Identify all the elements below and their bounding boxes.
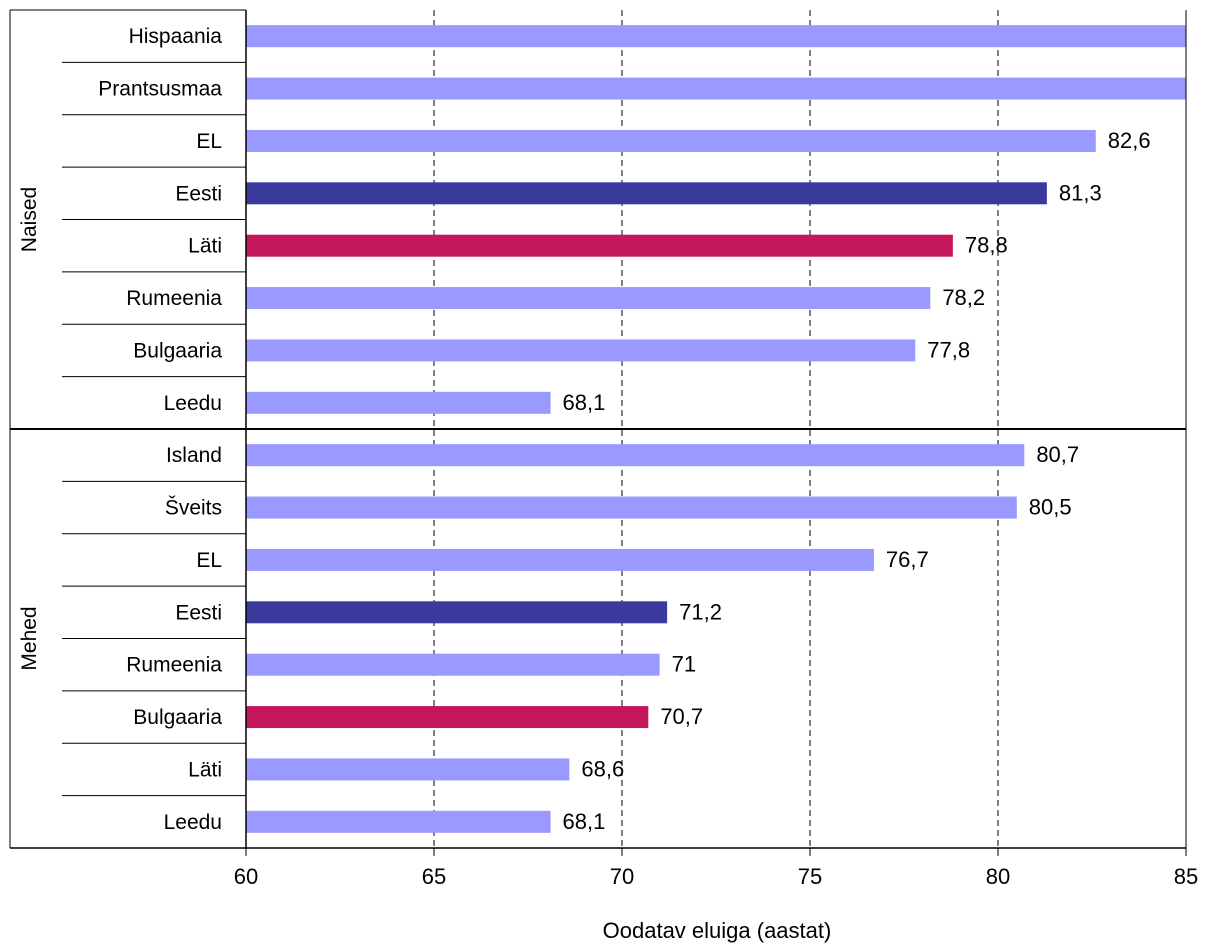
data-label: 70,7 [660, 704, 703, 729]
category-label: Šveits [165, 497, 222, 520]
category-label: Bulgaaria [133, 706, 222, 729]
category-label: Läti [188, 758, 222, 781]
bar [246, 601, 668, 624]
bar [246, 287, 931, 310]
bars [246, 25, 1186, 833]
data-label: 78,2 [942, 285, 985, 310]
x-tick-label: 85 [1174, 864, 1198, 889]
bar [246, 548, 874, 571]
category-label: Bulgaaria [133, 339, 222, 362]
category-label: Leedu [164, 392, 222, 415]
x-tick-label: 75 [798, 864, 822, 889]
category-label: Rumeenia [126, 287, 222, 310]
data-label: 78,8 [965, 233, 1008, 258]
bar [246, 444, 1025, 467]
axes [9, 9, 1187, 856]
bar [246, 758, 570, 781]
category-label: Leedu [164, 811, 222, 834]
category-label: Prantsusmaa [98, 78, 222, 101]
category-label: EL [196, 549, 222, 572]
data-label: 80,5 [1029, 495, 1072, 520]
bar [246, 182, 1047, 205]
data-label: 71,2 [679, 599, 722, 624]
bar [246, 810, 551, 833]
data-label: 68,6 [581, 756, 624, 781]
data-label: 80,7 [1036, 442, 1079, 467]
data-label: 82,6 [1108, 128, 1151, 153]
category-label: Hispaania [129, 25, 223, 48]
x-tick-label: 80 [986, 864, 1010, 889]
bar [246, 25, 1186, 48]
category-label: Eesti [175, 601, 222, 624]
category-label: EL [196, 130, 222, 153]
x-tick-label: 60 [234, 864, 258, 889]
data-label: 77,8 [927, 337, 970, 362]
category-label: Rumeenia [126, 654, 222, 677]
bar [246, 339, 916, 362]
data-label: 81,3 [1059, 180, 1102, 205]
bar [246, 496, 1017, 519]
x-axis-title: Oodatav eluiga (aastat) [603, 918, 832, 943]
x-tick-label: 70 [610, 864, 634, 889]
bar [246, 77, 1186, 100]
bar [246, 391, 551, 414]
bar [246, 234, 953, 257]
data-label: 68,1 [563, 809, 606, 834]
bar [246, 706, 649, 729]
category-label: Island [166, 444, 222, 467]
data-label: 76,7 [886, 547, 929, 572]
data-label: 68,1 [563, 390, 606, 415]
group-label: Naised [18, 187, 41, 252]
data-label: 71 [672, 652, 696, 677]
bar [246, 129, 1096, 152]
category-label: Eesti [175, 182, 222, 205]
bar [246, 653, 660, 676]
group-label: Mehed [18, 606, 41, 670]
category-label: Läti [188, 235, 222, 258]
labels: 60 65 70 75 80 85 Hispaania Prantsusmaa EL 82,6 Ee… [18, 25, 1198, 889]
x-tick-label: 65 [422, 864, 446, 889]
